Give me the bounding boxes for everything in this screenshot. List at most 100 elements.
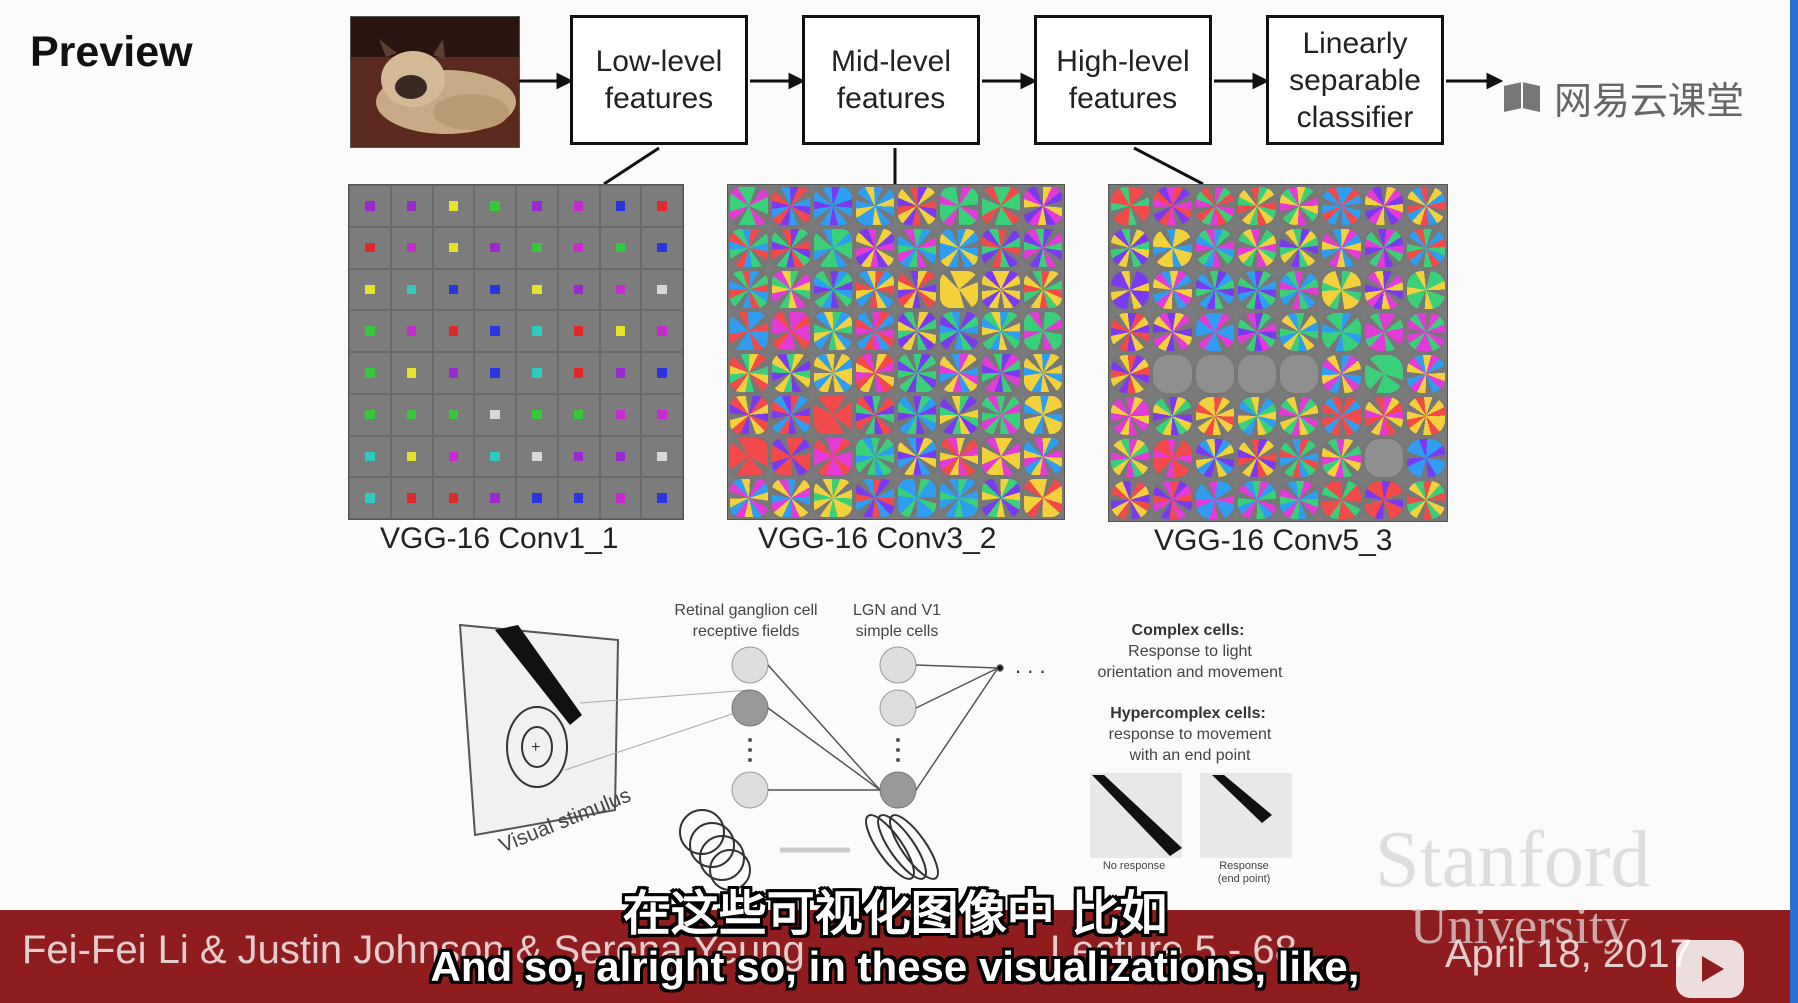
- filter-cell: [770, 352, 812, 394]
- footer-bar: [0, 910, 1790, 1003]
- arrow-right-icon: [1214, 72, 1270, 90]
- filter-cell: [474, 310, 516, 352]
- filter-cell: [728, 352, 770, 394]
- filter-cell: [1404, 395, 1447, 437]
- filter-cell: [1278, 437, 1321, 479]
- play-triangle-icon: [1702, 956, 1724, 982]
- filter-cell: [770, 435, 812, 478]
- university-watermark: University: [1410, 898, 1630, 955]
- filter-cell: [474, 477, 516, 519]
- filter-cell: [896, 435, 938, 478]
- stanford-watermark: Stanford: [1375, 816, 1651, 904]
- filter-cell: [390, 226, 433, 269]
- filter-cell: [641, 226, 683, 269]
- filter-cell: [980, 268, 1022, 311]
- book-logo-icon: [1504, 81, 1540, 112]
- filter-cell: [1022, 435, 1064, 478]
- filter-cell: [1404, 269, 1447, 311]
- filter-cell: [1320, 479, 1363, 521]
- filter-cell: [1193, 269, 1236, 311]
- caption-conv5: VGG-16 Conv5_3: [1154, 524, 1393, 557]
- filter-cell: [557, 435, 600, 478]
- filter-cell: [896, 477, 938, 519]
- filter-cell: [1151, 479, 1194, 521]
- filter-cell: [728, 185, 770, 227]
- filter-cell: [1278, 269, 1321, 311]
- filter-cell: [980, 477, 1022, 519]
- filter-cell: [854, 352, 896, 394]
- filter-cell: [1235, 437, 1278, 479]
- filter-cell: [770, 268, 812, 311]
- filter-cell: [390, 477, 433, 519]
- no-response-label: No response: [1102, 860, 1166, 872]
- filter-cell: [896, 393, 938, 436]
- filter-cell: [1362, 437, 1405, 479]
- filter-cell: [557, 310, 600, 352]
- filter-cell: [1022, 352, 1064, 394]
- filter-cell: [557, 185, 600, 227]
- filter-cell: [1109, 353, 1152, 395]
- filter-cell: [770, 310, 812, 352]
- filter-cell: [1151, 311, 1194, 353]
- conv3-filter-grid: [727, 184, 1065, 520]
- filter-cell: [1109, 269, 1152, 311]
- filter-cell: [1022, 226, 1064, 269]
- filter-cell: [1109, 227, 1152, 269]
- retinal-nodes: [731, 646, 769, 809]
- filter-cell: [432, 310, 475, 352]
- filter-cell: [641, 352, 683, 394]
- filter-cell: [1151, 437, 1194, 479]
- filter-cell: [390, 393, 433, 436]
- filter-cell: [938, 185, 980, 227]
- filter-cell: [770, 226, 812, 269]
- filter-cell: [349, 435, 391, 478]
- filter-cell: [516, 477, 558, 519]
- filter-cell: [1278, 227, 1321, 269]
- filter-cell: [728, 477, 770, 519]
- filter-cell: [599, 226, 642, 269]
- filter-cell: [1109, 185, 1152, 227]
- filter-cell: [390, 268, 433, 311]
- response-endpoint-label: Response (end point): [1217, 860, 1271, 885]
- subtitle-english: And so, alright so, in these visualizati…: [430, 943, 1360, 990]
- filter-cell: [938, 226, 980, 269]
- filter-cell: [1235, 311, 1278, 353]
- filter-cell: [896, 268, 938, 311]
- filter-cell: [1362, 185, 1405, 227]
- play-icon[interactable]: [1676, 940, 1744, 998]
- filter-cell: [1235, 185, 1278, 227]
- filter-cell: [812, 435, 854, 478]
- filter-cell: [1193, 395, 1236, 437]
- filter-cell: [1278, 479, 1321, 521]
- filter-cell: [1109, 437, 1152, 479]
- filter-cell: [1320, 227, 1363, 269]
- filter-cell: [1022, 477, 1064, 519]
- filter-cell: [980, 435, 1022, 478]
- filter-cell: [1278, 311, 1321, 353]
- filter-cell: [432, 185, 475, 227]
- filter-cell: [1151, 185, 1194, 227]
- footer-date: April 18, 2017: [1445, 932, 1692, 976]
- filter-cell: [1235, 353, 1278, 395]
- hypercomplex-cells-desc: response to movement with an end point: [1108, 726, 1272, 764]
- filter-cell: [980, 226, 1022, 269]
- filter-cell: [1151, 269, 1194, 311]
- filter-cell: [1320, 395, 1363, 437]
- filter-cell: [728, 226, 770, 269]
- caption-conv3: VGG-16 Conv3_2: [758, 522, 997, 555]
- retinal-label: Retinal ganglion cell receptive fields: [674, 602, 818, 640]
- filter-cell: [854, 477, 896, 519]
- filter-cell: [1109, 479, 1152, 521]
- filter-cell: [1404, 437, 1447, 479]
- filter-cell: [432, 268, 475, 311]
- filter-cell: [854, 268, 896, 311]
- filter-cell: [557, 352, 600, 394]
- filter-cell: [980, 393, 1022, 436]
- filter-cell: [1193, 227, 1236, 269]
- complex-cells-desc: Response to light orientation and moveme…: [1097, 643, 1283, 681]
- filter-cell: [557, 226, 600, 269]
- window-edge: [1790, 0, 1798, 1003]
- conv1-filter-grid: [348, 184, 684, 520]
- filter-cell: [1320, 269, 1363, 311]
- caption-conv1: VGG-16 Conv1_1: [380, 522, 619, 555]
